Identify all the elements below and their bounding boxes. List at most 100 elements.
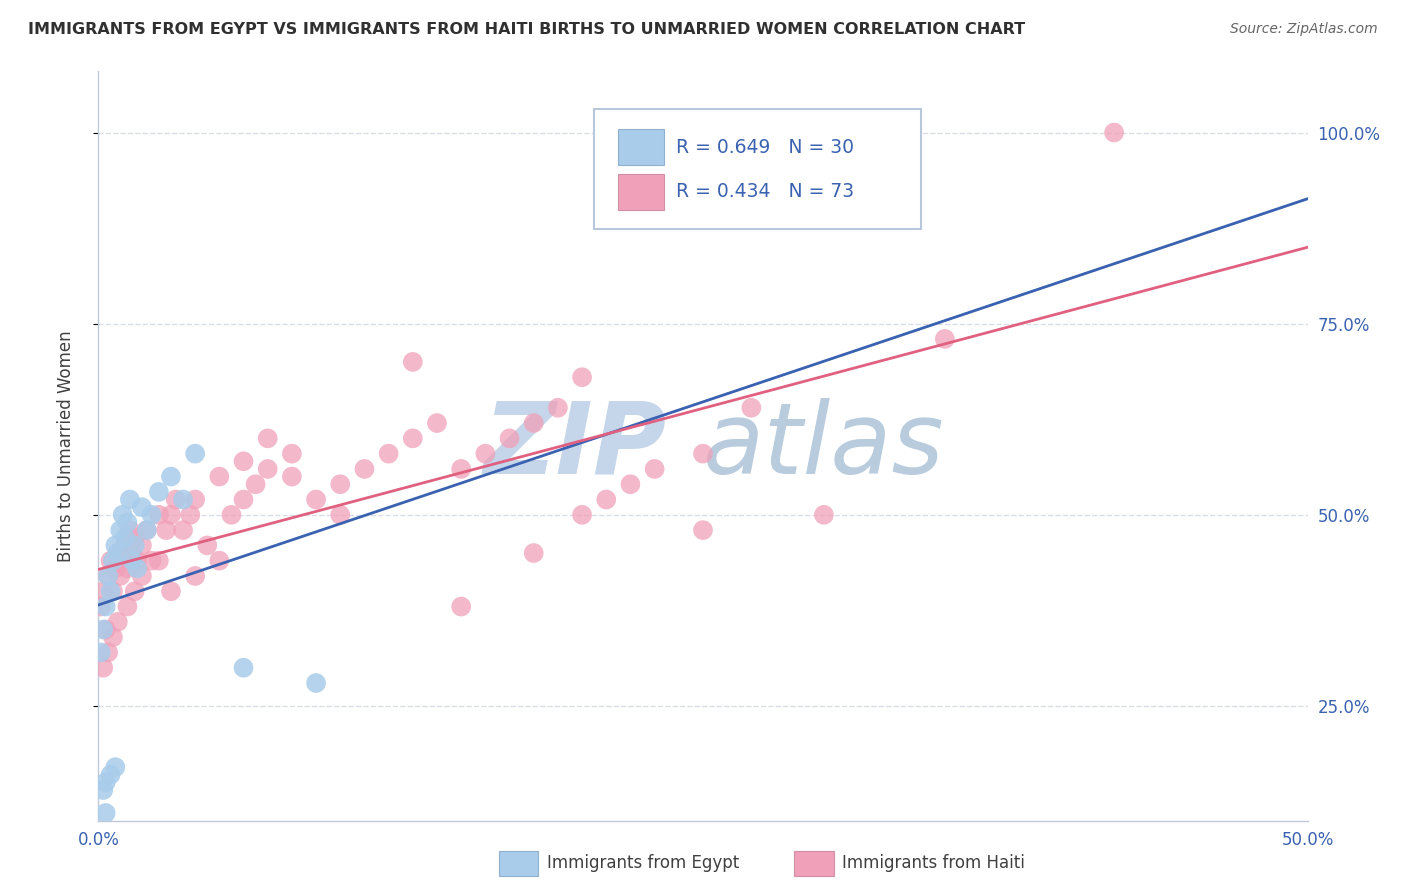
Point	[547, 401, 569, 415]
Point	[90, 645, 112, 659]
Point	[107, 615, 129, 629]
Point	[135, 523, 157, 537]
Point	[107, 546, 129, 560]
Point	[644, 462, 666, 476]
Point	[195, 538, 218, 552]
Point	[208, 469, 231, 483]
Point	[104, 561, 127, 575]
Bar	[619, 174, 664, 210]
Point	[148, 554, 170, 568]
Point	[141, 508, 163, 522]
Point	[450, 599, 472, 614]
Point	[91, 623, 114, 637]
Point	[114, 538, 136, 552]
Point	[108, 569, 131, 583]
Text: R = 0.434   N = 73: R = 0.434 N = 73	[676, 183, 855, 202]
Point	[305, 492, 328, 507]
Point	[595, 492, 617, 507]
Point	[179, 508, 201, 522]
Point	[91, 584, 114, 599]
Point	[281, 469, 304, 483]
Point	[377, 447, 399, 461]
Point	[353, 462, 375, 476]
Text: Immigrants from Haiti: Immigrants from Haiti	[842, 855, 1025, 872]
Point	[160, 469, 183, 483]
Point	[94, 775, 117, 789]
Point	[281, 447, 304, 461]
Point	[619, 477, 641, 491]
Point	[117, 516, 139, 530]
Text: atlas: atlas	[703, 398, 945, 494]
Point	[160, 584, 183, 599]
Point	[523, 546, 546, 560]
Point	[108, 523, 131, 537]
Point	[100, 584, 122, 599]
Point	[104, 538, 127, 552]
Point	[141, 554, 163, 568]
Point	[100, 554, 122, 568]
Point	[245, 477, 267, 491]
Text: IMMIGRANTS FROM EGYPT VS IMMIGRANTS FROM HAITI BIRTHS TO UNMARRIED WOMEN CORRELA: IMMIGRANTS FROM EGYPT VS IMMIGRANTS FROM…	[28, 22, 1025, 37]
Point	[94, 623, 117, 637]
Point	[692, 447, 714, 461]
Point	[118, 492, 141, 507]
Point	[208, 554, 231, 568]
Text: Source: ZipAtlas.com: Source: ZipAtlas.com	[1230, 22, 1378, 37]
Point	[97, 645, 120, 659]
Point	[232, 492, 254, 507]
Point	[692, 523, 714, 537]
Point	[124, 584, 146, 599]
Text: ZIP: ZIP	[484, 398, 666, 494]
Point	[571, 370, 593, 384]
Point	[498, 431, 520, 445]
Point	[121, 554, 143, 568]
Point	[813, 508, 835, 522]
Point	[97, 569, 120, 583]
Point	[1102, 126, 1125, 140]
Point	[740, 401, 762, 415]
Y-axis label: Births to Unmarried Women: Births to Unmarried Women	[56, 330, 75, 562]
Point	[305, 676, 328, 690]
Point	[426, 416, 449, 430]
Point	[256, 431, 278, 445]
Point	[117, 599, 139, 614]
Point	[329, 508, 352, 522]
Point	[474, 447, 496, 461]
Point	[184, 492, 207, 507]
Point	[117, 561, 139, 575]
Point	[91, 783, 114, 797]
Point	[172, 492, 194, 507]
Point	[101, 554, 124, 568]
Point	[135, 523, 157, 537]
Point	[571, 508, 593, 522]
Point	[131, 500, 153, 515]
Point	[402, 355, 425, 369]
FancyBboxPatch shape	[595, 109, 921, 228]
Point	[523, 416, 546, 430]
Bar	[619, 129, 664, 165]
Point	[94, 805, 117, 820]
Text: Immigrants from Egypt: Immigrants from Egypt	[547, 855, 740, 872]
Point	[97, 569, 120, 583]
Point	[91, 661, 114, 675]
Point	[232, 454, 254, 468]
Point	[148, 484, 170, 499]
Point	[329, 477, 352, 491]
Text: R = 0.649   N = 30: R = 0.649 N = 30	[676, 137, 855, 156]
Point	[90, 599, 112, 614]
Point	[221, 508, 243, 522]
Point	[450, 462, 472, 476]
Point	[127, 561, 149, 575]
Point	[934, 332, 956, 346]
Point	[100, 768, 122, 782]
Point	[111, 508, 134, 522]
Point	[131, 538, 153, 552]
Point	[101, 630, 124, 644]
Point	[402, 431, 425, 445]
Point	[184, 447, 207, 461]
Point	[184, 569, 207, 583]
Point	[118, 523, 141, 537]
Point	[121, 546, 143, 560]
Point	[232, 661, 254, 675]
Point	[111, 554, 134, 568]
